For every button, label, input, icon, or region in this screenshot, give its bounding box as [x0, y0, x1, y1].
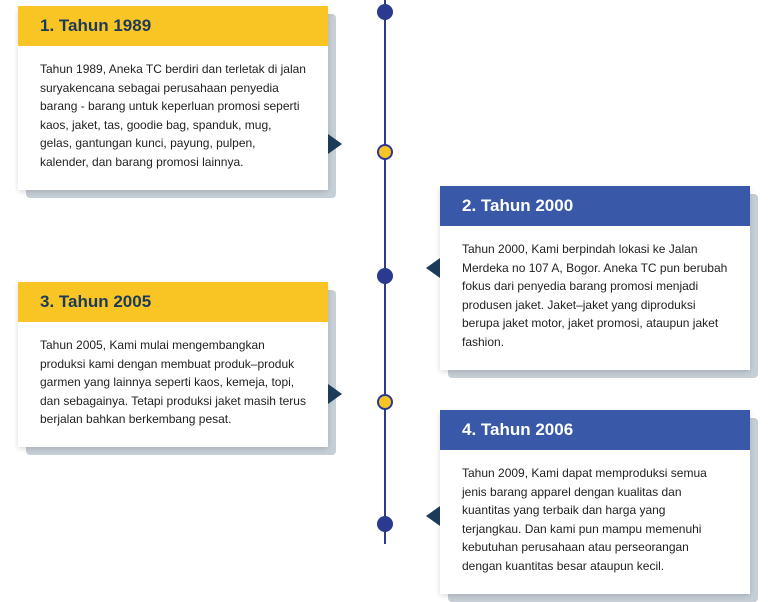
card-body: Tahun 2005, Kami mulai mengembangkan pro… — [18, 322, 328, 447]
connector-arrow-icon — [328, 384, 342, 404]
timeline-card-2000: 2. Tahun 2000 Tahun 2000, Kami berpindah… — [440, 186, 750, 370]
connector-arrow-icon — [426, 258, 440, 278]
card-title: 4. Tahun 2006 — [440, 410, 750, 450]
card-title: 2. Tahun 2000 — [440, 186, 750, 226]
timeline-dot — [377, 144, 393, 160]
card-body: Tahun 2000, Kami berpindah lokasi ke Jal… — [440, 226, 750, 370]
timeline-card-2005: 3. Tahun 2005 Tahun 2005, Kami mulai men… — [18, 282, 328, 447]
card-title: 1. Tahun 1989 — [18, 6, 328, 46]
timeline-dot — [377, 394, 393, 410]
card-title: 3. Tahun 2005 — [18, 282, 328, 322]
timeline-dot — [377, 268, 393, 284]
card-body: Tahun 2009, Kami dapat memproduksi semua… — [440, 450, 750, 594]
timeline-dot — [377, 516, 393, 532]
timeline-card-1989: 1. Tahun 1989 Tahun 1989, Aneka TC berdi… — [18, 6, 328, 190]
connector-arrow-icon — [426, 506, 440, 526]
card-body: Tahun 1989, Aneka TC berdiri dan terleta… — [18, 46, 328, 190]
timeline-card-2006: 4. Tahun 2006 Tahun 2009, Kami dapat mem… — [440, 410, 750, 594]
timeline-dot — [377, 4, 393, 20]
connector-arrow-icon — [328, 134, 342, 154]
